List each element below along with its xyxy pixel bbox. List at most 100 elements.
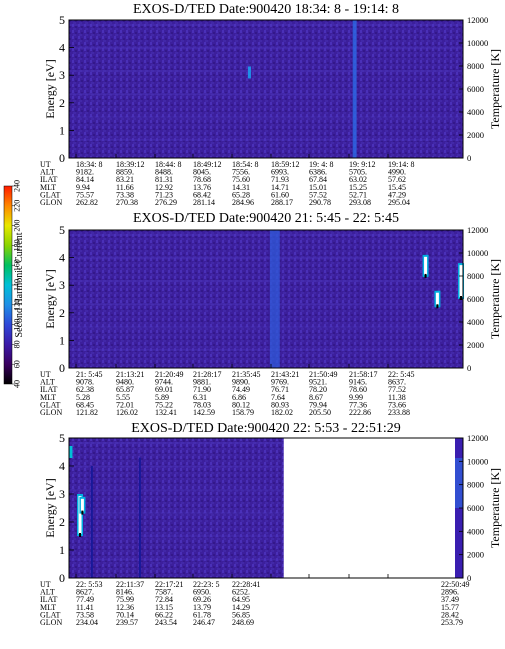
colorbar-tick-label: 40 [12,380,21,388]
ephemeris-cell: 15.01 [309,183,327,192]
spectrogram-band [69,70,463,72]
ephemeris-cell: 67.84 [309,175,327,184]
colorbar-tick-label: 180 [12,239,21,251]
ephemeris-row-name: ILAT [40,175,57,184]
ephemeris-row-name: GLON [40,198,62,207]
ephemeris-cell: 75.99 [116,595,134,604]
y-tick-label: 3 [59,68,65,82]
panel-2: EXOS-D/TED Date:900420 21: 5:45 - 22: 5:… [40,211,502,417]
spectrogram-band [69,535,284,538]
ephemeris-cell: 248.69 [232,618,254,627]
ephemeris-cell: 5.55 [116,393,130,402]
ephemeris-cell: 14.29 [232,603,250,612]
spectrogram-line [138,457,141,578]
temperature-trace-highlight [455,458,463,508]
ephemeris-cell: 78.03 [193,400,211,409]
ephemeris-cell: 121.82 [76,408,98,417]
ephemeris-cell: 21:43:21 [271,370,299,379]
ephemeris-cell: 21:58:17 [349,370,377,379]
y2-tick-label: 10000 [467,456,488,466]
ephemeris-cell: 78.60 [349,385,367,394]
ephemeris-cell: 8637. [388,378,406,387]
y2-axis-label: Temperature [K] [488,49,502,129]
ephemeris-cell: 63.02 [349,175,367,184]
ephemeris-cell: 126.02 [116,408,138,417]
y-tick-label: 3 [59,487,65,501]
ephemeris-cell: 12.92 [155,183,173,192]
y-tick-label: 2 [59,96,65,110]
ephemeris-cell: 78.20 [309,385,327,394]
panel-title: EXOS-D/TED Date:900420 22: 5:53 - 22:51:… [131,421,400,436]
ephemeris-cell: 288.17 [271,198,293,207]
y-tick-label: 0 [59,571,65,585]
ephemeris-cell: 19: 9:12 [349,160,375,169]
ephemeris-cell: 8627. [76,588,94,597]
ephemeris-cell: 13.15 [155,603,173,612]
spectrogram-streak-tail [460,296,463,300]
ephemeris-cell: 11.38 [388,393,406,402]
y2-tick-label: 4000 [467,526,484,536]
ephemeris-cell: 57.52 [309,190,327,199]
ephemeris-cell: 65.28 [232,190,250,199]
y-axis-label: Energy [eV] [43,269,57,328]
ephemeris-cell: 9521. [309,378,327,387]
ephemeris-cell: 4990. [388,168,406,177]
y2-tick-label: 4000 [467,317,484,327]
ephemeris-cell: 57.62 [388,175,406,184]
spectrogram-band [69,47,463,49]
ephemeris-cell: 15.45 [388,183,406,192]
ephemeris-cell: 132.41 [155,408,177,417]
ephemeris-cell: 9769. [271,378,289,387]
colorbar-tick-label: 100 [12,319,21,331]
ephemeris-cell: 80.93 [271,400,289,409]
ephemeris-cell: 281.14 [193,198,215,207]
ephemeris-cell: 5705. [349,168,367,177]
ephemeris-cell: 18:54: 8 [232,160,258,169]
ephemeris-cell: 9881. [193,378,211,387]
y2-tick-label: 8000 [467,271,484,281]
ephemeris-cell: 66.22 [155,610,173,619]
ephemeris-cell: 69.26 [193,595,211,604]
ephemeris-cell: 295.04 [388,198,410,207]
y-tick-label: 1 [59,543,65,557]
ephemeris-cell: 71.93 [271,175,289,184]
colorbar-tick-label: 60 [12,360,21,368]
colorbar-tick-label: 120 [12,299,21,311]
ephemeris-cell: 73.38 [116,190,134,199]
ephemeris-cell: 62.38 [76,385,94,394]
ephemeris-cell: 18:34: 8 [76,160,102,169]
ephemeris-cell: 8488. [155,168,173,177]
ephemeris-cell: 276.29 [155,198,177,207]
ephemeris-cell: 8146. [116,588,134,597]
y-tick-label: 0 [59,361,65,375]
ephemeris-cell: 19: 4: 8 [309,160,333,169]
spectrogram-area [69,230,463,368]
ephemeris-cell: 18:44: 8 [155,160,181,169]
spectrogram-stripe [352,20,357,158]
ephemeris-cell: 13.79 [193,603,211,612]
ephemeris-cell: 72.01 [116,400,134,409]
spectrogram-streak-tail [81,510,84,515]
y-tick-label: 2 [59,515,65,529]
spectrogram-streak [424,256,428,275]
ephemeris-row-name: MLT [40,393,56,402]
ephemeris-cell: 2896. [441,588,459,597]
ephemeris-cell: 37.49 [441,595,459,604]
y-tick-label: 2 [59,306,65,320]
spectrogram-streak [78,496,82,534]
ephemeris-cell: 9744. [155,378,173,387]
ephemeris-cell: 253.79 [441,618,463,627]
ephemeris-cell: 69.01 [155,385,173,394]
ephemeris-cell: 9078. [76,378,94,387]
ephemeris-row-name: ALT [40,378,55,387]
spectrogram-spot [69,446,73,458]
y2-tick-label: 6000 [467,503,484,513]
y2-tick-label: 8000 [467,61,484,71]
spectrogram-band [69,24,463,26]
ephemeris-cell: 5.28 [76,393,90,402]
ephemeris-cell: 9.99 [349,393,363,402]
ephemeris-cell: 22:28:41 [232,580,260,589]
ephemeris-row-name: ALT [40,588,55,597]
ephemeris-cell: 6386. [309,168,327,177]
